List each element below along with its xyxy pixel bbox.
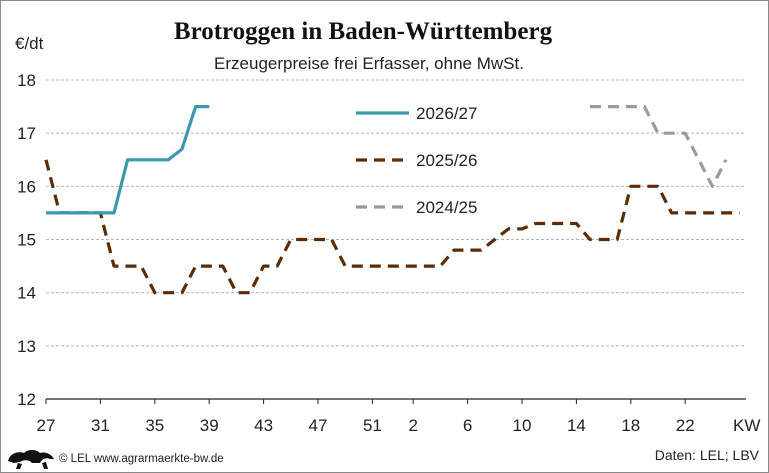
chart-title: Brotroggen in Baden-Württemberg (174, 18, 553, 45)
legend: 2026/27 2025/26 2024/25 (356, 104, 477, 217)
x-tick-label: 14 (567, 416, 586, 435)
x-tick-label: 31 (91, 416, 110, 435)
x-tick-label: 47 (309, 416, 328, 435)
y-tick-label: 17 (17, 124, 36, 143)
x-tick-label: 51 (363, 416, 382, 435)
y-tick-label: 15 (17, 231, 36, 250)
x-tick-label: 43 (254, 416, 273, 435)
series-line-2026-27 (46, 104, 210, 215)
x-tick-label: 35 (145, 416, 164, 435)
x-tick-label: 2 (408, 416, 417, 435)
series-line-2024-25 (590, 104, 728, 188)
y-tick-label: 13 (17, 337, 36, 356)
y-axis-unit-label: €/dt (15, 34, 44, 53)
y-tick-label: 14 (17, 284, 36, 303)
x-axis-unit-label: KW (733, 416, 760, 435)
y-tick-label: 16 (17, 177, 36, 196)
logo-lion-icon (8, 450, 54, 469)
x-tick-label: 27 (37, 416, 56, 435)
y-tick-label: 18 (17, 71, 36, 90)
x-tick-label: 10 (513, 416, 532, 435)
x-axis-ticks: 27 31 35 39 43 47 51 2 6 10 14 18 22 (37, 399, 695, 435)
x-tick-label: 6 (463, 416, 472, 435)
x-tick-label: 39 (200, 416, 219, 435)
y-tick-label: 12 (17, 390, 36, 409)
legend-label: 2025/26 (416, 151, 477, 170)
chart-subtitle: Erzeugerpreise frei Erfasser, ohne MwSt. (214, 54, 524, 73)
legend-label: 2024/25 (416, 198, 477, 217)
data-source-note: Daten: LEL; LBV (655, 447, 760, 463)
y-axis-ticks: 12 13 14 15 16 17 18 (17, 71, 36, 409)
gridlines (46, 79, 746, 400)
series-lines (44, 104, 740, 295)
series-line-2025-26 (44, 159, 740, 295)
x-tick-label: 18 (621, 416, 640, 435)
legend-label: 2026/27 (416, 104, 477, 123)
x-tick-label: 22 (676, 416, 695, 435)
copyright-note: © LEL www.agrarmaerkte-bw.de (59, 453, 224, 465)
